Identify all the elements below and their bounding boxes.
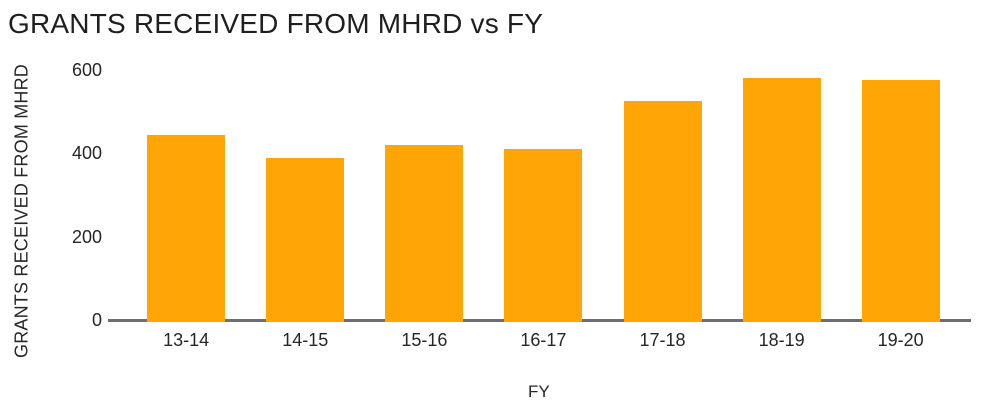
bar-15-16 (385, 145, 464, 322)
bar-18-19 (742, 78, 821, 322)
chart-title: GRANTS RECEIVED FROM MHRD vs FY (8, 8, 544, 39)
x-tick-label: 16-17 (520, 330, 567, 350)
x-tick-label: 19-20 (877, 330, 924, 350)
y-tick-label: 400 (71, 143, 102, 164)
bar-19-20 (861, 80, 940, 322)
x-tick-label: 14-15 (282, 330, 329, 350)
x-tick-label: 13-14 (163, 330, 210, 350)
x-tick-label: 15-16 (401, 330, 448, 350)
x-axis-title: FY (528, 382, 550, 401)
x-tick-label: 18-19 (758, 330, 805, 350)
bar-17-18 (623, 101, 702, 322)
y-tick-label: 200 (71, 226, 102, 247)
y-tick-label: 0 (91, 310, 102, 330)
bar-16-17 (504, 149, 583, 322)
y-tick-label: 600 (71, 60, 102, 80)
x-tick-label: 17-18 (639, 330, 686, 350)
bar-13-14 (147, 134, 226, 322)
bar-14-15 (266, 157, 345, 322)
y-axis-title: GRANTS RECEIVED FROM MHRD (11, 63, 32, 359)
